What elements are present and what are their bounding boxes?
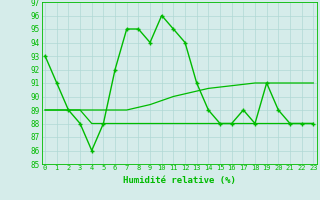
X-axis label: Humidité relative (%): Humidité relative (%): [123, 176, 236, 185]
